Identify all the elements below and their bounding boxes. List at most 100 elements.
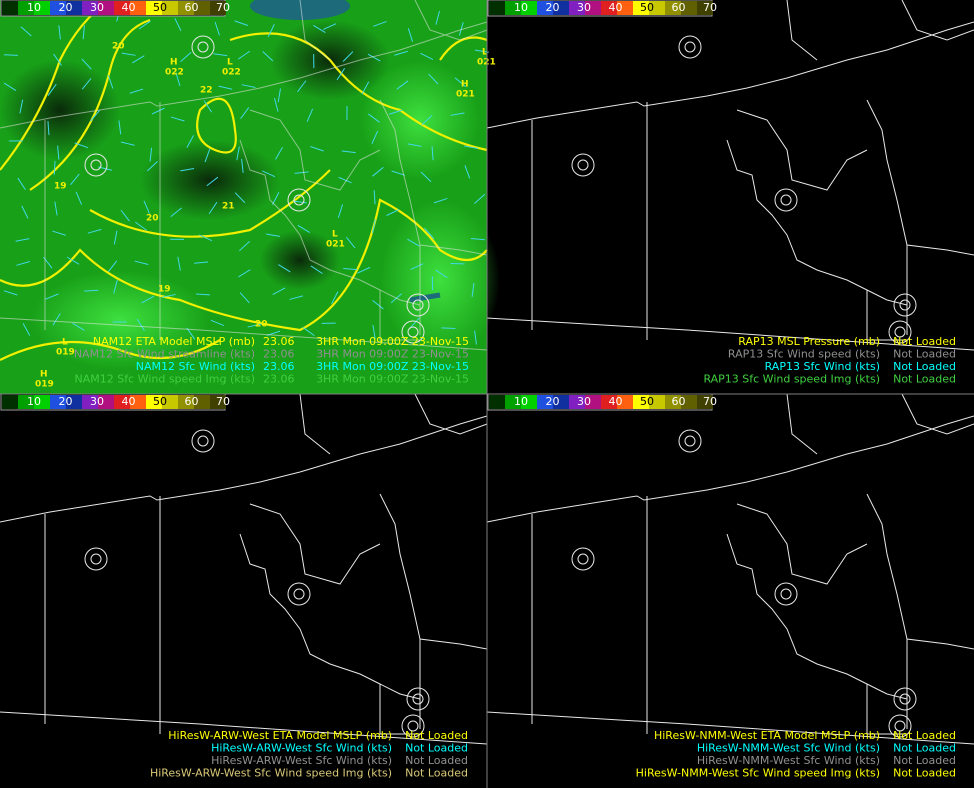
wind-barb bbox=[113, 230, 118, 245]
legend-status: Not Loaded bbox=[893, 373, 956, 386]
legend-valid: 3HR Mon 09:00Z 23-Nov-15 bbox=[316, 335, 469, 348]
colorbar-cell bbox=[34, 395, 50, 409]
legend-status: Not Loaded bbox=[405, 754, 468, 767]
wind-barb bbox=[336, 68, 346, 81]
wind-barb bbox=[371, 130, 379, 144]
legend-valid: 3HR Mon 09:00Z 23-Nov-15 bbox=[316, 360, 469, 373]
wind-barb bbox=[474, 193, 486, 205]
wind-barb bbox=[454, 77, 467, 88]
legend-status: Not Loaded bbox=[405, 767, 468, 780]
wind-barb bbox=[435, 269, 448, 279]
wind-barb bbox=[272, 287, 286, 295]
pressure-value: 019 bbox=[56, 348, 75, 358]
legend-time: 23.06 bbox=[263, 373, 295, 386]
wind-barb bbox=[203, 100, 213, 113]
wind-barb bbox=[58, 25, 61, 40]
wind-barb bbox=[53, 160, 56, 175]
legend-status: Not Loaded bbox=[893, 754, 956, 767]
legend-name: NAM12 Sfc Wind speed Img (kts) bbox=[75, 373, 255, 386]
legend-time: 23.06 bbox=[263, 360, 295, 373]
wind-barb bbox=[213, 53, 228, 57]
legend-status: Not Loaded bbox=[893, 767, 956, 780]
colorbar-cell bbox=[537, 395, 553, 409]
wind-barb bbox=[337, 204, 344, 218]
colorbar-cell bbox=[617, 395, 633, 409]
wind-barb bbox=[391, 170, 406, 176]
wind-barb bbox=[277, 88, 281, 103]
wind-barb bbox=[441, 327, 456, 330]
colorbar-label: 10 bbox=[514, 395, 528, 408]
wind-barb bbox=[372, 166, 384, 177]
wind-barb bbox=[21, 205, 29, 219]
wind-barb bbox=[292, 200, 307, 204]
colorbar-label: 60 bbox=[672, 395, 686, 408]
wind-barb bbox=[204, 148, 211, 163]
colorbar-cell bbox=[82, 395, 98, 409]
wind-barb bbox=[313, 24, 326, 33]
wind-barb bbox=[410, 263, 424, 271]
pressure-value: 019 bbox=[35, 380, 54, 390]
wind-barb bbox=[120, 209, 130, 222]
colorbar-label: 10 bbox=[514, 1, 528, 14]
colorbar-cell bbox=[210, 1, 226, 15]
legend-name: HiResW-NMM-West Sfc Wind (kts) bbox=[697, 754, 880, 767]
pressure-value: 022 bbox=[165, 68, 184, 78]
wind-barb bbox=[342, 51, 354, 62]
wind-barb bbox=[420, 171, 432, 183]
colorbar-cell bbox=[98, 1, 114, 15]
wind-barb bbox=[234, 192, 246, 204]
colorbar-cell bbox=[665, 1, 681, 15]
colorbar-label: 70 bbox=[703, 1, 717, 14]
wind-barb bbox=[289, 295, 304, 300]
colorbar-cell bbox=[489, 395, 505, 409]
colorbar-label: 60 bbox=[185, 395, 199, 408]
wind-barb bbox=[81, 78, 92, 90]
wind-barb bbox=[186, 135, 195, 148]
wind-barb bbox=[407, 238, 420, 247]
wind-barb bbox=[345, 236, 356, 249]
wind-barb bbox=[372, 299, 384, 310]
wind-barb bbox=[239, 292, 250, 304]
wind-barb bbox=[170, 116, 185, 122]
legend-name: HiResW-ARW-West Sfc Wind speed Img (kts) bbox=[150, 767, 392, 780]
state-borders bbox=[486, 393, 974, 745]
wind-barb bbox=[433, 197, 448, 204]
colorbar-cell bbox=[2, 395, 18, 409]
wind-barb bbox=[386, 208, 400, 216]
colorbar-cell bbox=[601, 395, 617, 409]
colorbar-label: 10 bbox=[27, 395, 41, 408]
contour-label: 20 bbox=[255, 320, 268, 330]
colorbar: 10 20 30 40 50 60 70 bbox=[0, 0, 230, 17]
wind-barb bbox=[464, 145, 478, 149]
wind-barb bbox=[66, 256, 80, 265]
wind-barb bbox=[113, 279, 118, 294]
colorbar-cell bbox=[114, 395, 130, 409]
wind-barb bbox=[107, 260, 118, 273]
colorbar-cell bbox=[98, 395, 114, 409]
wind-barb bbox=[161, 293, 176, 298]
panel: 10 20 30 40 50 60 70 HiResW-NMM-West ETA Model … bbox=[487, 393, 956, 780]
wind-barb bbox=[373, 20, 387, 27]
wind-barb bbox=[135, 221, 147, 231]
colorbar-cell bbox=[617, 1, 633, 15]
colorbar-label: 50 bbox=[153, 395, 167, 408]
wind-barb bbox=[134, 260, 149, 266]
wind-barb bbox=[45, 293, 59, 300]
wind-barb bbox=[241, 84, 256, 88]
wind-barb bbox=[234, 20, 249, 26]
wind-barb bbox=[20, 26, 32, 37]
colorbar-cell bbox=[681, 395, 697, 409]
wind-barb bbox=[470, 237, 485, 241]
legend-status: Not Loaded bbox=[893, 335, 956, 348]
wind-barb bbox=[70, 173, 80, 186]
wind-barb bbox=[238, 241, 250, 252]
pressure-value: 022 bbox=[222, 68, 241, 78]
state-borders bbox=[0, 393, 488, 745]
wind-barb bbox=[22, 323, 31, 336]
pressure-center: L bbox=[62, 338, 68, 348]
legend-time: 23.06 bbox=[263, 335, 295, 348]
wind-barb bbox=[196, 293, 211, 296]
colorbar-cell bbox=[681, 1, 697, 15]
wind-barb bbox=[407, 28, 414, 42]
